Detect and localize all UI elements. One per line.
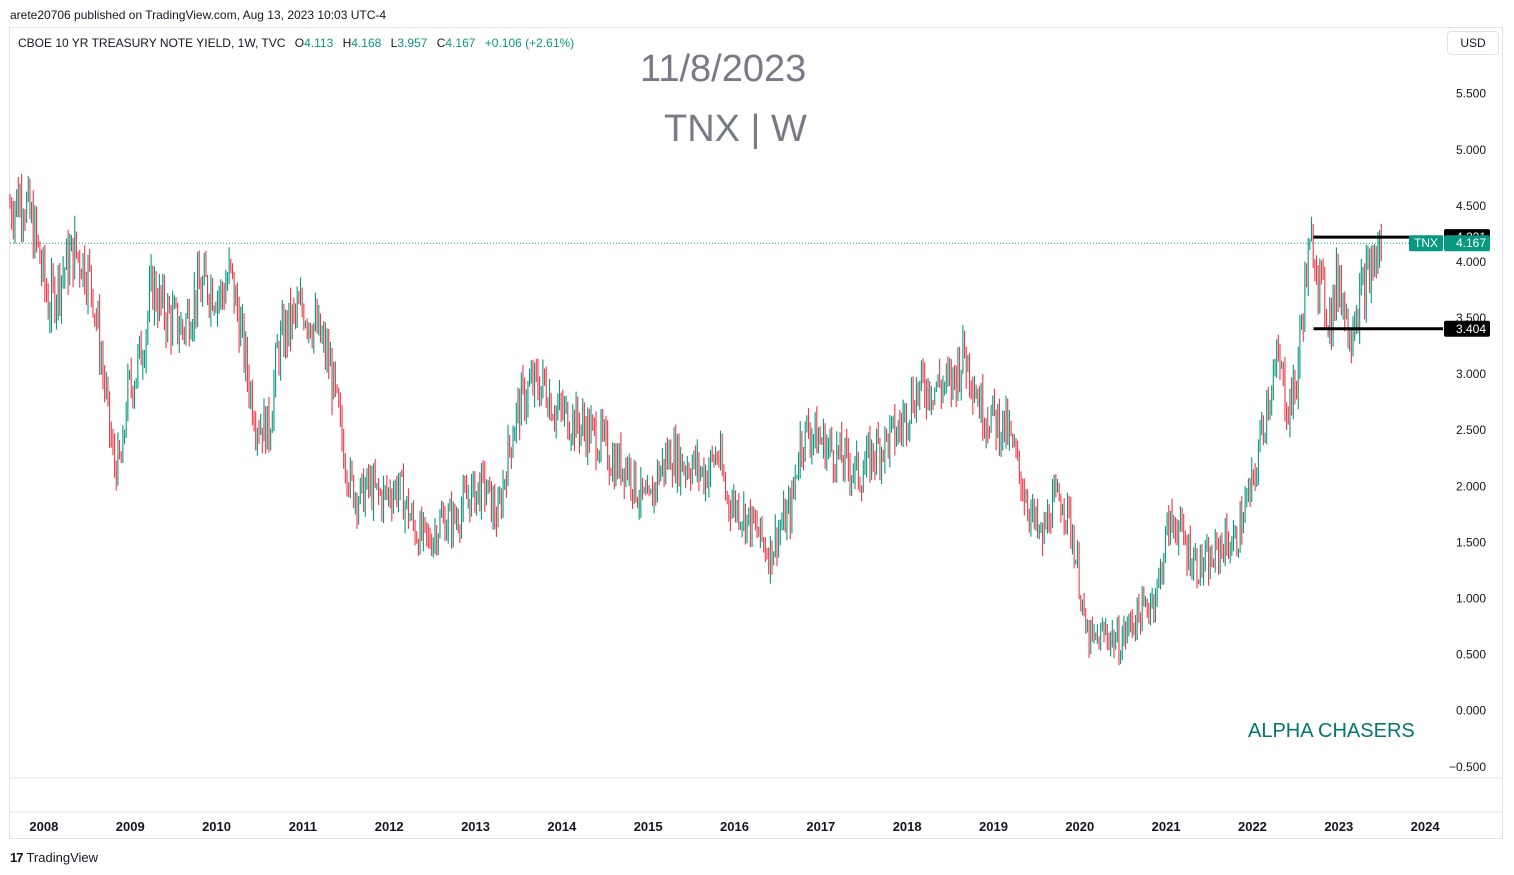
y-tick-label: 0.000 xyxy=(1456,704,1486,718)
last-price-badge: 4.167 xyxy=(1456,236,1486,250)
legend-high-value: 4.168 xyxy=(351,36,382,50)
legend-close-value: 4.167 xyxy=(445,36,476,50)
x-tick-label: 2017 xyxy=(806,819,835,834)
y-tick-label: 4.000 xyxy=(1456,255,1486,269)
publish-line: arete20706 published on TradingView.com,… xyxy=(10,8,387,22)
x-tick-label: 2010 xyxy=(202,819,231,834)
symbol-badge: TNX xyxy=(1414,236,1438,250)
legend-open-value: 4.113 xyxy=(304,36,334,50)
y-tick-label: 3.500 xyxy=(1456,311,1486,325)
x-tick-label: 2023 xyxy=(1324,819,1353,834)
x-tick-label: 2019 xyxy=(979,819,1008,834)
x-tick-label: 2020 xyxy=(1065,819,1094,834)
x-tick-label: 2013 xyxy=(461,819,490,834)
y-tick-label: 3.000 xyxy=(1456,367,1486,381)
legend-low-value: 3.957 xyxy=(397,36,428,50)
level-label-bg xyxy=(1444,320,1490,337)
chart-legend: CBOE 10 YR TREASURY NOTE YIELD, 1W, TVC … xyxy=(18,36,574,50)
symbol-badge-bg xyxy=(1409,235,1443,252)
x-tick-label: 2009 xyxy=(116,819,145,834)
y-tick-label: 5.000 xyxy=(1456,143,1486,157)
brand-text: ALPHA CHASERS xyxy=(1248,720,1415,742)
y-tick-label: 0.500 xyxy=(1456,648,1486,662)
chart-frame xyxy=(9,27,1503,839)
footer-text: TradingView xyxy=(26,850,99,865)
level-label: 3.404 xyxy=(1456,322,1486,336)
footer[interactable]: 17 TradingView xyxy=(10,850,98,865)
last-price-badge-bg xyxy=(1444,235,1490,252)
legend-change: +0.106 (+2.61%) xyxy=(484,36,575,50)
y-tick-label: 1.500 xyxy=(1456,535,1486,549)
x-tick-label: 2022 xyxy=(1238,819,1267,834)
x-tick-label: 2021 xyxy=(1152,819,1181,834)
x-tick-label: 2018 xyxy=(893,819,922,834)
legend-high-label: H xyxy=(342,36,352,50)
x-tick-label: 2015 xyxy=(634,819,663,834)
x-tick-label: 2012 xyxy=(375,819,404,834)
y-tick-label: 4.500 xyxy=(1456,199,1486,213)
x-tick-label: 2016 xyxy=(720,819,749,834)
legend-symbol-name: CBOE 10 YR TREASURY NOTE YIELD, 1W, TVC xyxy=(18,36,286,50)
x-tick-label: 2024 xyxy=(1411,819,1441,834)
legend-close-label: C xyxy=(436,36,446,50)
watermark-date: 11/8/2023 xyxy=(640,48,807,90)
currency-button[interactable]: USD xyxy=(1447,31,1499,55)
y-tick-label: −0.500 xyxy=(1449,760,1486,774)
legend-open-label: O xyxy=(294,36,305,50)
tradingview-logo-icon: 17 xyxy=(10,850,24,865)
watermark-symbol: TNX | W xyxy=(664,108,807,150)
y-tick-label: 2.500 xyxy=(1456,423,1486,437)
y-tick-label: 1.000 xyxy=(1456,592,1486,606)
y-tick-label: 5.500 xyxy=(1456,87,1486,101)
x-tick-label: 2014 xyxy=(547,819,577,834)
y-tick-label: 2.000 xyxy=(1456,479,1486,493)
x-tick-label: 2011 xyxy=(289,819,317,834)
legend-low-label: L xyxy=(390,36,398,50)
x-tick-label: 2008 xyxy=(29,819,58,834)
